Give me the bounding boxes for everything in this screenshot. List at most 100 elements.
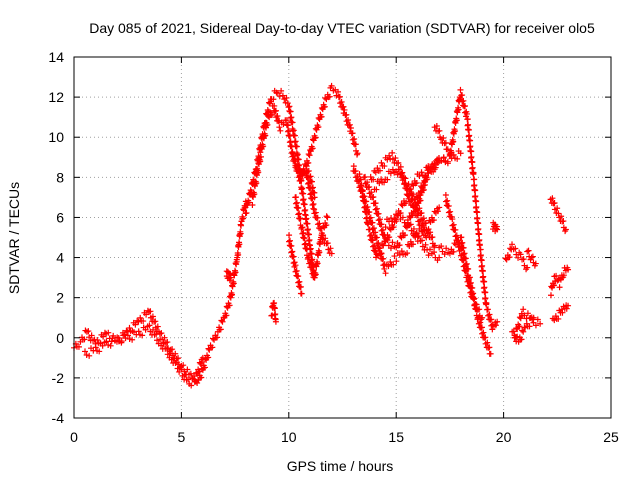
data-point bbox=[450, 248, 457, 255]
data-point bbox=[218, 317, 225, 324]
data-point bbox=[484, 339, 491, 346]
data-point bbox=[295, 211, 302, 218]
data-point bbox=[448, 149, 455, 156]
data-point bbox=[507, 245, 514, 252]
data-point bbox=[389, 149, 396, 156]
data-point bbox=[276, 93, 283, 100]
data-point bbox=[111, 337, 118, 344]
data-point bbox=[357, 176, 364, 183]
data-point bbox=[306, 260, 313, 267]
data-point bbox=[391, 253, 398, 260]
data-point bbox=[278, 87, 285, 94]
data-point bbox=[376, 167, 383, 174]
data-point bbox=[81, 336, 88, 343]
data-point bbox=[182, 371, 189, 378]
data-point bbox=[449, 216, 456, 223]
data-point bbox=[454, 155, 461, 162]
data-point bbox=[297, 283, 304, 290]
data-point bbox=[139, 332, 146, 339]
data-point bbox=[321, 103, 328, 110]
data-point bbox=[478, 257, 485, 264]
data-point bbox=[365, 221, 372, 228]
data-point bbox=[361, 198, 368, 205]
data-point bbox=[154, 337, 161, 344]
data-point bbox=[126, 324, 133, 331]
data-point bbox=[271, 102, 278, 109]
data-point bbox=[286, 103, 293, 110]
data-point bbox=[350, 163, 357, 170]
data-point bbox=[236, 241, 243, 248]
data-point bbox=[526, 323, 533, 330]
data-point bbox=[285, 104, 292, 111]
data-point bbox=[426, 166, 433, 173]
plot-area bbox=[71, 82, 572, 389]
data-point bbox=[452, 127, 459, 134]
data-point bbox=[563, 305, 570, 312]
data-point bbox=[562, 226, 569, 233]
data-point bbox=[149, 313, 156, 320]
data-point bbox=[227, 274, 234, 281]
data-point bbox=[187, 370, 194, 377]
data-point bbox=[480, 273, 487, 280]
data-point bbox=[205, 354, 212, 361]
data-point bbox=[272, 107, 279, 114]
data-point bbox=[301, 241, 308, 248]
data-point bbox=[143, 311, 150, 318]
data-point bbox=[565, 266, 572, 273]
data-point bbox=[447, 208, 454, 215]
data-point bbox=[483, 301, 490, 308]
data-point bbox=[461, 103, 468, 110]
data-point bbox=[121, 331, 128, 338]
data-point bbox=[386, 152, 393, 159]
data-point bbox=[427, 246, 434, 253]
data-point bbox=[529, 253, 536, 260]
data-point bbox=[473, 301, 480, 308]
data-point bbox=[427, 229, 434, 236]
data-point bbox=[88, 332, 95, 339]
data-point bbox=[300, 229, 307, 236]
data-point bbox=[440, 135, 447, 142]
data-point bbox=[258, 153, 265, 160]
data-point bbox=[96, 348, 103, 355]
data-point bbox=[288, 143, 295, 150]
data-point bbox=[241, 204, 248, 211]
data-point bbox=[288, 242, 295, 249]
y-tick-label: 12 bbox=[48, 89, 64, 105]
data-point bbox=[305, 180, 312, 187]
data-point bbox=[361, 204, 368, 211]
data-point bbox=[484, 306, 491, 313]
data-point bbox=[395, 212, 402, 219]
data-point bbox=[295, 204, 302, 211]
data-point bbox=[444, 146, 451, 153]
data-point bbox=[528, 254, 535, 261]
data-point bbox=[322, 235, 329, 242]
data-point bbox=[422, 241, 429, 248]
data-point bbox=[472, 193, 479, 200]
data-point bbox=[279, 92, 286, 99]
data-point bbox=[327, 245, 334, 252]
data-point bbox=[393, 258, 400, 265]
data-point bbox=[470, 171, 477, 178]
data-point bbox=[443, 245, 450, 252]
data-point bbox=[488, 316, 495, 323]
data-point bbox=[289, 151, 296, 158]
data-point bbox=[468, 148, 475, 155]
data-point bbox=[379, 226, 386, 233]
data-point bbox=[368, 189, 375, 196]
data-point bbox=[300, 197, 307, 204]
data-point bbox=[381, 231, 388, 238]
data-point bbox=[219, 318, 226, 325]
data-point bbox=[455, 106, 462, 113]
data-point bbox=[157, 336, 164, 343]
data-point bbox=[291, 259, 298, 266]
data-point bbox=[467, 137, 474, 144]
data-point bbox=[288, 249, 295, 256]
data-point bbox=[398, 248, 405, 255]
data-point bbox=[314, 214, 321, 221]
data-point bbox=[487, 350, 494, 357]
data-point bbox=[458, 234, 465, 241]
data-point bbox=[284, 100, 291, 107]
y-tick-label: -4 bbox=[52, 410, 65, 426]
data-point bbox=[322, 94, 329, 101]
data-point bbox=[302, 206, 309, 213]
